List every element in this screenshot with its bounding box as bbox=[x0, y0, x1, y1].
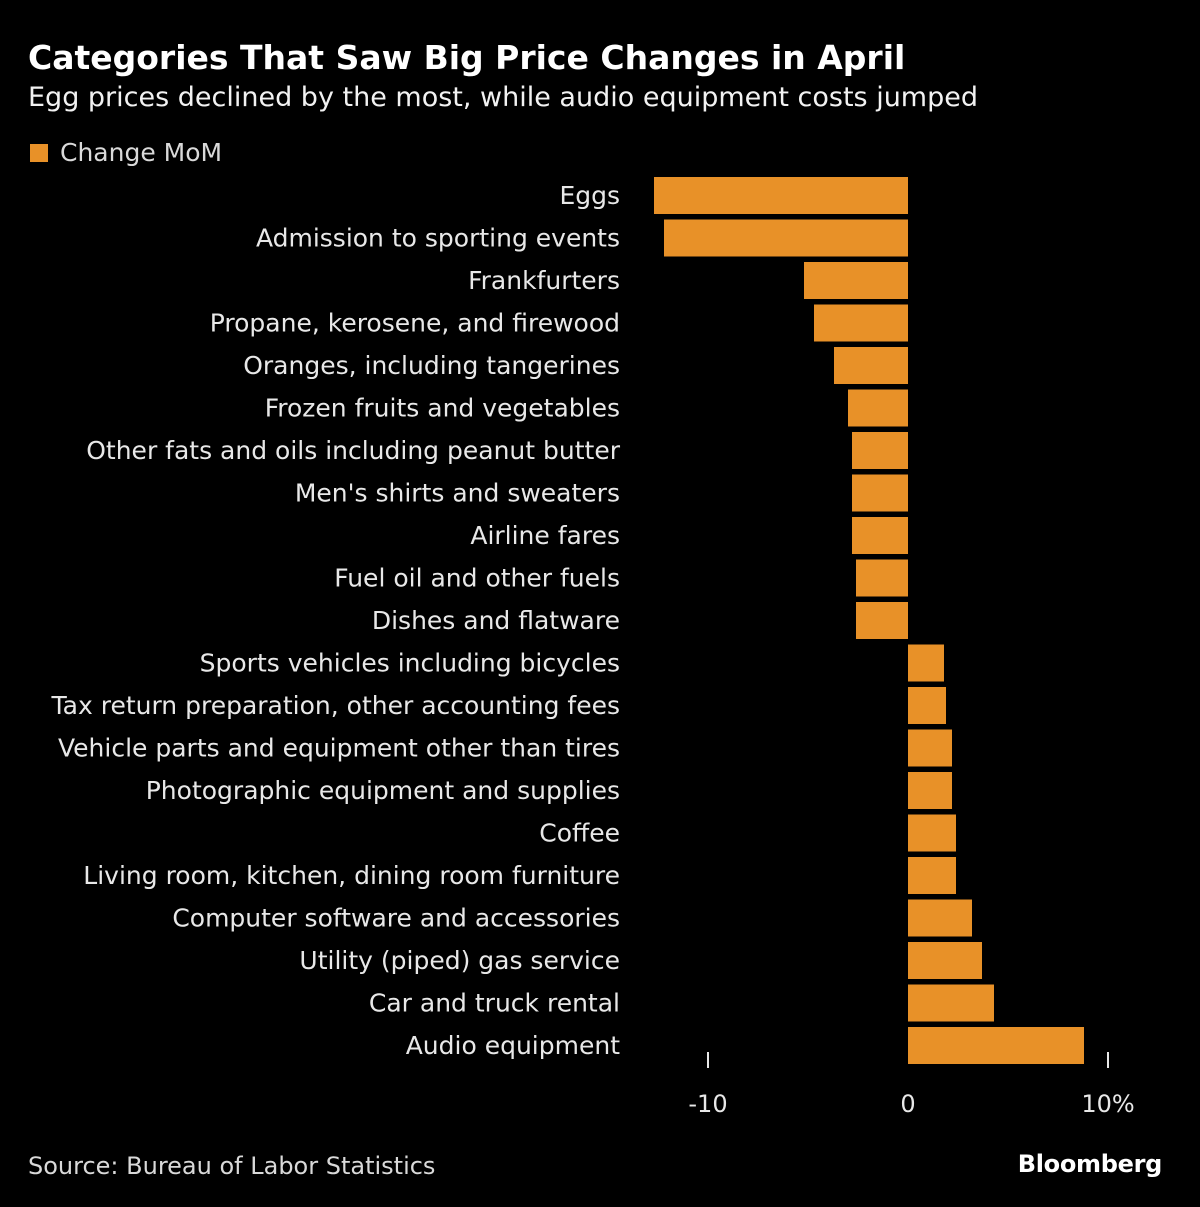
category-label: Vehicle parts and equipment other than t… bbox=[58, 734, 620, 763]
category-label: Coffee bbox=[539, 819, 620, 848]
chart-title: Categories That Saw Big Price Changes in… bbox=[28, 38, 906, 77]
bar-living-room-kitchen-dining-room-furniture bbox=[908, 857, 956, 894]
bar-admission-to-sporting-events bbox=[664, 219, 908, 257]
bar-eggs bbox=[654, 177, 908, 214]
bar-coffee bbox=[908, 814, 956, 852]
bar-dishes-and-flatware bbox=[856, 602, 908, 639]
legend-swatch bbox=[30, 143, 48, 162]
category-label: Utility (piped) gas service bbox=[299, 946, 620, 975]
category-label: Men's shirts and sweaters bbox=[295, 479, 620, 508]
category-label: Audio equipment bbox=[406, 1031, 620, 1060]
category-label: Propane, kerosene, and firewood bbox=[210, 309, 620, 338]
category-label: Eggs bbox=[559, 181, 620, 210]
bar-oranges-including-tangerines bbox=[834, 347, 908, 384]
bar-fuel-oil-and-other-fuels bbox=[856, 559, 908, 597]
category-label: Computer software and accessories bbox=[172, 904, 620, 933]
bar-other-fats-and-oils-including-peanut-butter bbox=[852, 432, 908, 469]
bar-propane-kerosene-and-firewood bbox=[814, 304, 908, 342]
category-label: Airline fares bbox=[470, 521, 620, 550]
bar-sports-vehicles-including-bicycles bbox=[908, 644, 944, 682]
bar-frankfurters bbox=[804, 262, 908, 299]
category-label: Frozen fruits and vegetables bbox=[265, 394, 620, 423]
bar-photographic-equipment-and-supplies bbox=[908, 772, 952, 809]
bars bbox=[654, 177, 1084, 1064]
bloomberg-logo: Bloomberg bbox=[1017, 1150, 1163, 1178]
legend: Change MoM bbox=[30, 138, 222, 167]
legend-label: Change MoM bbox=[60, 138, 223, 167]
category-label: Frankfurters bbox=[468, 266, 620, 295]
category-label: Oranges, including tangerines bbox=[243, 351, 620, 380]
bar-men-s-shirts-and-sweaters bbox=[852, 474, 908, 512]
bar-frozen-fruits-and-vegetables bbox=[848, 389, 908, 427]
bar-airline-fares bbox=[852, 517, 908, 554]
category-label: Photographic equipment and supplies bbox=[146, 776, 620, 805]
source-note: Source: Bureau of Labor Statistics bbox=[28, 1152, 436, 1180]
category-label: Admission to sporting events bbox=[256, 224, 620, 253]
bar-tax-return-preparation-other-accounting-fees bbox=[908, 687, 946, 724]
bar-computer-software-and-accessories bbox=[908, 899, 972, 937]
category-label: Fuel oil and other fuels bbox=[334, 564, 620, 593]
x-tick-label: -10 bbox=[688, 1090, 727, 1118]
chart-subtitle: Egg prices declined by the most, while a… bbox=[28, 82, 978, 113]
category-label: Other fats and oils including peanut but… bbox=[86, 436, 620, 465]
category-label: Living room, kitchen, dining room furnit… bbox=[83, 861, 620, 890]
bar-utility-piped-gas-service bbox=[908, 942, 982, 979]
category-labels: Eggs Admission to sporting events Frankfur… bbox=[51, 181, 621, 1060]
x-tick-label: 0 bbox=[900, 1090, 915, 1118]
x-axis: -10 0 10% bbox=[688, 1052, 1135, 1118]
bar-car-and-truck-rental bbox=[908, 984, 994, 1022]
category-label: Dishes and flatware bbox=[372, 606, 620, 635]
x-tick-label: 10% bbox=[1081, 1090, 1134, 1118]
bar-vehicle-parts-and-equipment-other-than-tires bbox=[908, 729, 952, 767]
category-label: Tax return preparation, other accounting… bbox=[51, 691, 620, 720]
category-label: Sports vehicles including bicycles bbox=[200, 649, 620, 678]
bar-audio-equipment bbox=[908, 1027, 1084, 1064]
category-label: Car and truck rental bbox=[369, 989, 620, 1018]
